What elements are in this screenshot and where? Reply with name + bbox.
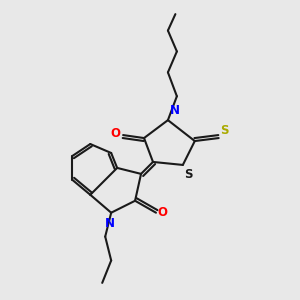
Text: N: N bbox=[169, 104, 179, 117]
Text: O: O bbox=[158, 206, 167, 219]
Text: S: S bbox=[184, 168, 193, 181]
Text: N: N bbox=[105, 217, 115, 230]
Text: S: S bbox=[220, 124, 229, 136]
Text: O: O bbox=[110, 127, 120, 140]
